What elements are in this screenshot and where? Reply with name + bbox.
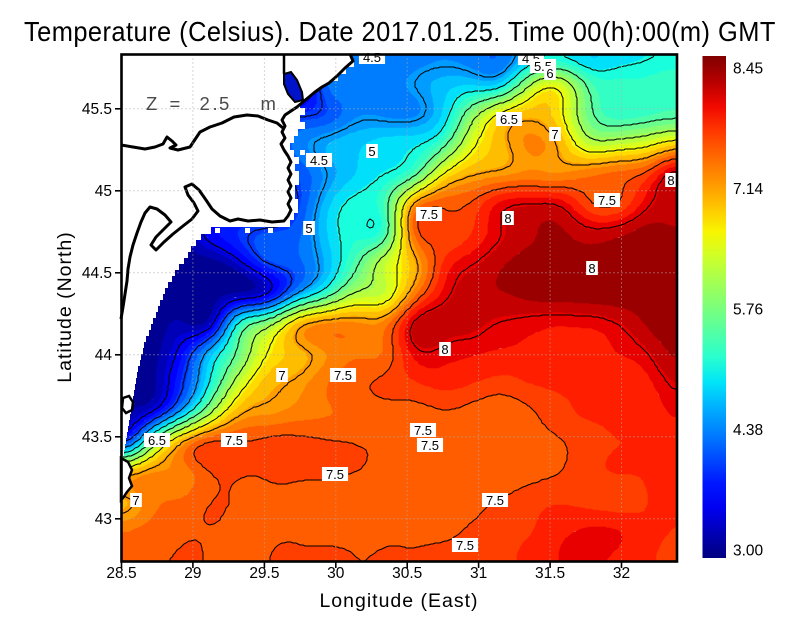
- svg-text:8: 8: [441, 342, 448, 357]
- svg-text:7.5: 7.5: [598, 193, 616, 208]
- svg-text:43.5: 43.5: [82, 429, 112, 446]
- svg-text:8: 8: [588, 261, 595, 276]
- svg-text:7.5: 7.5: [225, 433, 243, 448]
- svg-text:4.38: 4.38: [733, 422, 763, 439]
- svg-text:45: 45: [95, 183, 112, 200]
- svg-text:7.14: 7.14: [733, 181, 764, 198]
- svg-text:6.5: 6.5: [500, 112, 518, 127]
- svg-text:7: 7: [132, 493, 139, 508]
- svg-text:31.5: 31.5: [535, 565, 565, 582]
- svg-text:7: 7: [551, 127, 558, 142]
- svg-text:30.5: 30.5: [392, 565, 422, 582]
- svg-text:5.76: 5.76: [733, 302, 763, 319]
- svg-text:8: 8: [504, 211, 511, 226]
- svg-text:30: 30: [327, 565, 345, 582]
- svg-text:44.5: 44.5: [82, 265, 112, 282]
- svg-text:8: 8: [667, 173, 674, 188]
- svg-text:5: 5: [368, 144, 375, 159]
- svg-text:3.00: 3.00: [733, 543, 764, 560]
- svg-text:44: 44: [95, 347, 113, 364]
- svg-text:6.5: 6.5: [148, 433, 166, 448]
- svg-text:7.5: 7.5: [326, 467, 344, 482]
- svg-text:5: 5: [305, 221, 312, 236]
- svg-text:7: 7: [278, 368, 285, 383]
- svg-text:4.5: 4.5: [310, 153, 328, 168]
- svg-text:Temperature (Celsius). Date 20: Temperature (Celsius). Date 2017.01.25. …: [24, 16, 776, 47]
- svg-text:45.5: 45.5: [82, 101, 112, 118]
- svg-text:8.45: 8.45: [733, 61, 763, 78]
- svg-text:Longitude (East): Longitude (East): [319, 590, 478, 612]
- svg-text:29.5: 29.5: [249, 565, 279, 582]
- svg-text:32: 32: [613, 565, 630, 582]
- svg-text:7.5: 7.5: [486, 493, 504, 508]
- svg-text:7.5: 7.5: [334, 368, 352, 383]
- svg-text:7.5: 7.5: [421, 438, 439, 453]
- svg-text:4.5: 4.5: [363, 50, 381, 65]
- svg-text:28.5: 28.5: [106, 565, 136, 582]
- svg-text:7.5: 7.5: [456, 538, 474, 553]
- svg-text:29: 29: [184, 565, 201, 582]
- svg-text:7.5: 7.5: [420, 207, 438, 222]
- svg-text:31: 31: [470, 565, 487, 582]
- svg-text:7.5: 7.5: [414, 423, 432, 438]
- svg-text:6: 6: [546, 66, 553, 81]
- svg-text:43: 43: [95, 511, 112, 528]
- svg-text:Z=2.5m: Z = 2.5 m: [146, 93, 276, 114]
- svg-text:Latitude (North): Latitude (North): [54, 231, 76, 382]
